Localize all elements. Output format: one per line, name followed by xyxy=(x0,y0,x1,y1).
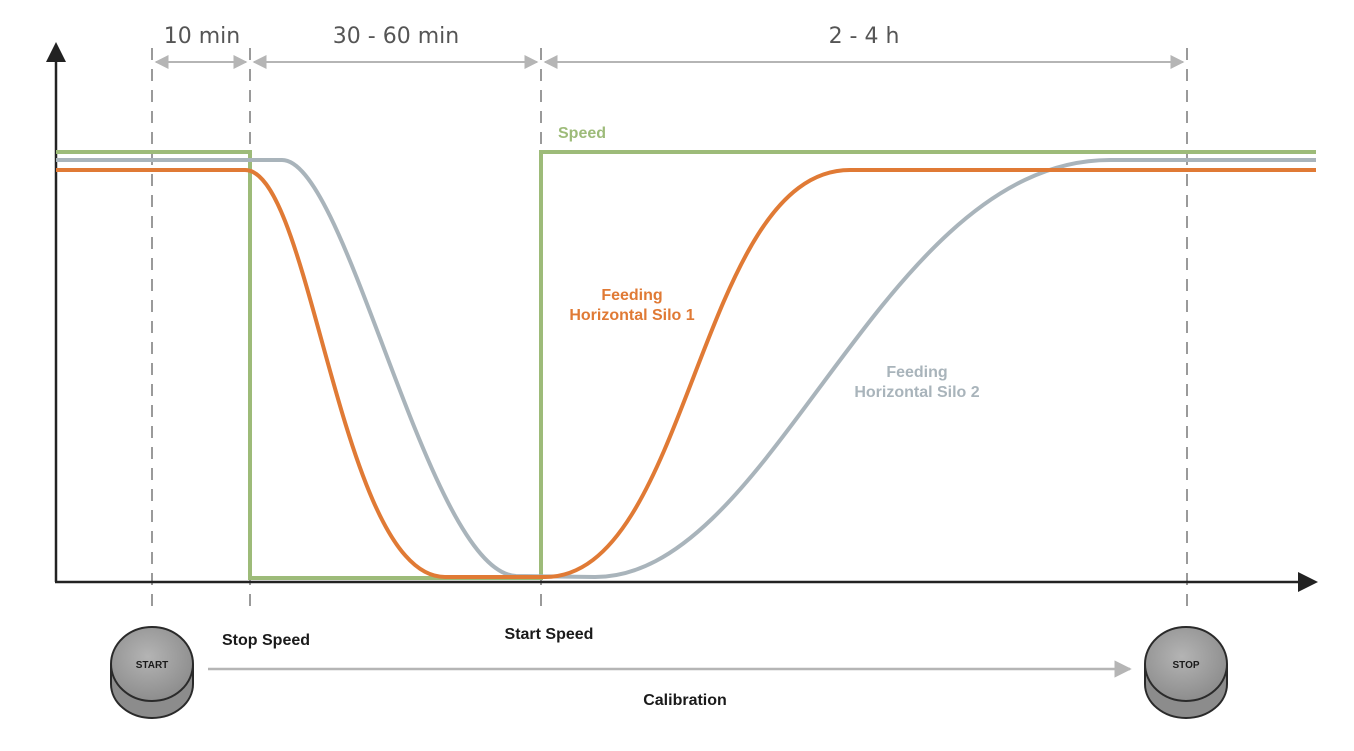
silo1-label-line1: Feeding xyxy=(601,287,662,304)
silo1-curve xyxy=(56,168,1316,579)
stop-button-top xyxy=(1144,626,1228,702)
stop-speed-label: Stop Speed xyxy=(222,632,310,649)
silo2-curve xyxy=(56,158,1316,580)
duration-label-2-4h: 2 - 4 h xyxy=(829,24,900,49)
start-speed-label: Start Speed xyxy=(505,626,594,643)
start-button[interactable]: START xyxy=(110,626,194,719)
start-button-top xyxy=(110,626,194,702)
silo1-label-line2: Horizontal Silo 1 xyxy=(569,307,694,324)
start-button-label: START xyxy=(136,660,169,671)
calibration-label: Calibration xyxy=(643,692,727,709)
speed-label: Speed xyxy=(558,125,606,142)
guide-lines xyxy=(151,48,1188,612)
duration-label-10min: 10 min xyxy=(164,24,240,49)
stop-button-label: STOP xyxy=(1172,660,1199,671)
silo2-label-line1: Feeding xyxy=(886,364,947,381)
silo2-label-line2: Horizontal Silo 2 xyxy=(854,384,979,401)
stop-button[interactable]: STOP xyxy=(1144,626,1228,719)
speed-curve xyxy=(56,150,1316,580)
duration-label-30-60min: 30 - 60 min xyxy=(333,24,459,49)
